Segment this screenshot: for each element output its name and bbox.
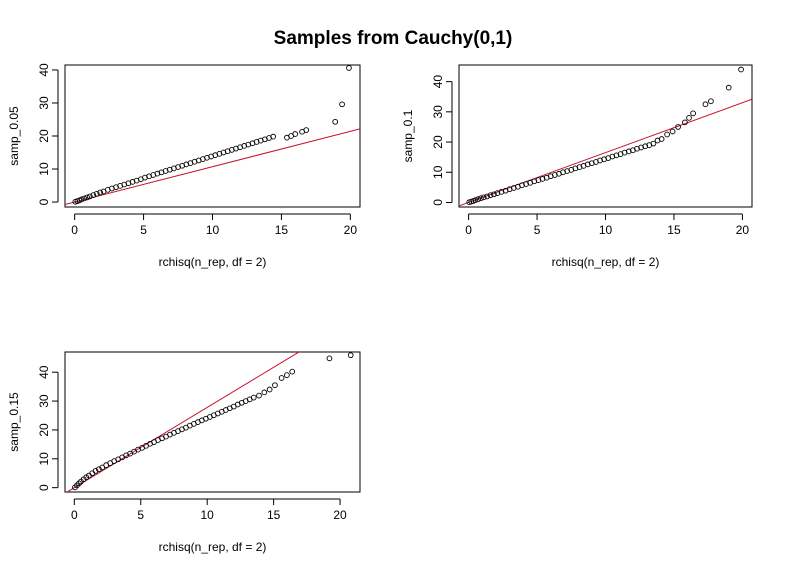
data-point bbox=[78, 196, 85, 203]
data-point bbox=[93, 190, 100, 197]
x-tick-label: 15 bbox=[267, 508, 281, 522]
data-point bbox=[84, 194, 90, 201]
x-tick-label: 10 bbox=[599, 223, 613, 237]
x-tick-label: 0 bbox=[465, 223, 472, 237]
y-tick-label: 30 bbox=[37, 96, 51, 110]
x-tick-label: 5 bbox=[137, 508, 144, 522]
data-point bbox=[97, 189, 104, 196]
data-point bbox=[690, 110, 696, 117]
data-point bbox=[81, 195, 88, 202]
data-point bbox=[664, 131, 670, 138]
data-point bbox=[326, 355, 333, 362]
y-tick-label: 20 bbox=[431, 135, 445, 149]
x-tick-label: 20 bbox=[344, 223, 358, 237]
data-point bbox=[738, 66, 744, 73]
y-tick-label: 10 bbox=[431, 165, 445, 179]
plot-frame bbox=[64, 351, 361, 493]
data-point bbox=[658, 136, 665, 142]
qq-plot-samp-0-05: 0 5 10 15 20 0 10 20 30 40 rchisq(n_rep, df = 2) sa… bbox=[7, 63, 361, 269]
x-tick-label: 20 bbox=[736, 223, 750, 237]
data-point bbox=[92, 468, 99, 474]
data-point bbox=[480, 194, 487, 201]
data-point bbox=[475, 196, 482, 202]
y-axis-label: samp_0.05 bbox=[7, 106, 21, 166]
data-point bbox=[484, 193, 490, 200]
data-point bbox=[339, 101, 345, 108]
x-tick-label: 0 bbox=[71, 508, 78, 522]
y-tick-label: 0 bbox=[431, 199, 445, 206]
y-tick-label: 20 bbox=[37, 423, 51, 437]
y-tick-label: 30 bbox=[37, 394, 51, 408]
data-point bbox=[346, 65, 352, 71]
data-point bbox=[491, 191, 497, 198]
plot-frame bbox=[458, 64, 753, 208]
y-tick-label: 40 bbox=[37, 63, 51, 77]
data-point bbox=[86, 193, 93, 200]
data-point bbox=[650, 140, 657, 147]
data-point bbox=[278, 375, 285, 381]
data-point bbox=[347, 352, 354, 359]
x-tick-label: 15 bbox=[275, 223, 289, 237]
x-tick-label: 10 bbox=[201, 508, 215, 522]
data-point bbox=[669, 128, 676, 135]
x-tick-label: 20 bbox=[333, 508, 347, 522]
x-tick-label: 0 bbox=[71, 223, 78, 237]
data-point bbox=[90, 192, 97, 198]
data-point bbox=[708, 98, 714, 105]
reference-line bbox=[66, 352, 300, 492]
data-point bbox=[686, 115, 692, 121]
x-axis-label: rchisq(n_rep, df = 2) bbox=[159, 540, 267, 554]
data-point bbox=[289, 368, 296, 375]
data-point bbox=[478, 195, 484, 202]
y-axis-label: samp_0.1 bbox=[401, 109, 415, 162]
x-tick-label: 5 bbox=[140, 223, 147, 237]
x-axis-label: rchisq(n_rep, df = 2) bbox=[159, 255, 267, 269]
x-tick-label: 5 bbox=[534, 223, 541, 237]
x-tick-label: 10 bbox=[206, 223, 220, 237]
y-tick-label: 0 bbox=[37, 198, 51, 205]
plot-frame bbox=[64, 64, 361, 208]
qq-plot-samp-0-15: 0 5 10 15 20 0 10 20 30 40 rchisq(n_rep, df = 2) sa… bbox=[7, 351, 361, 554]
data-point bbox=[487, 192, 494, 199]
data-point bbox=[250, 394, 257, 401]
x-axis-label: rchisq(n_rep, df = 2) bbox=[552, 255, 660, 269]
data-point bbox=[303, 127, 310, 133]
data-point bbox=[261, 389, 268, 396]
data-point bbox=[725, 84, 732, 91]
y-tick-label: 40 bbox=[431, 75, 445, 89]
qq-plot-samp-0-1: 0 5 10 15 20 0 10 20 30 40 rchisq(n_rep, df = 2) sa… bbox=[401, 64, 753, 269]
y-tick-label: 10 bbox=[37, 452, 51, 466]
reference-line bbox=[65, 128, 360, 206]
data-point bbox=[284, 372, 290, 378]
data-point bbox=[292, 131, 299, 137]
data-point bbox=[682, 119, 688, 126]
data-point bbox=[272, 382, 278, 389]
data-point bbox=[472, 197, 479, 203]
data-point bbox=[256, 392, 262, 399]
main-title: Samples from Cauchy(0,1) bbox=[273, 28, 513, 49]
y-tick-label: 10 bbox=[37, 162, 51, 176]
data-point bbox=[332, 118, 339, 125]
y-tick-label: 0 bbox=[37, 484, 51, 491]
x-tick-label: 15 bbox=[667, 223, 681, 237]
data-point bbox=[270, 133, 277, 140]
y-axis-label: samp_0.15 bbox=[7, 392, 21, 452]
data-point bbox=[266, 386, 273, 393]
data-point bbox=[96, 466, 102, 473]
y-tick-label: 40 bbox=[37, 365, 51, 379]
y-tick-label: 30 bbox=[431, 105, 445, 119]
data-point bbox=[675, 124, 681, 130]
data-point bbox=[702, 101, 709, 108]
y-tick-label: 20 bbox=[37, 129, 51, 143]
